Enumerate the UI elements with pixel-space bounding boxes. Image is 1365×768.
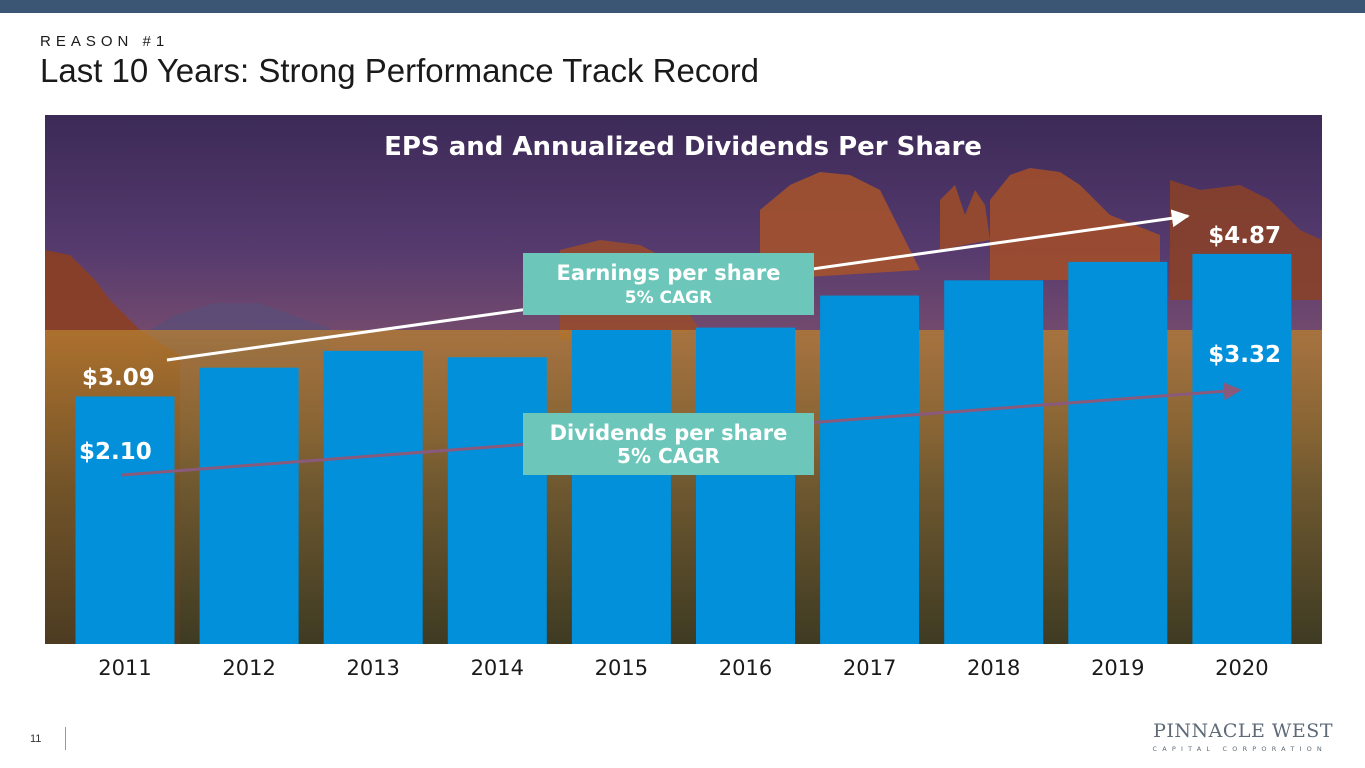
footer-divider xyxy=(65,727,66,750)
x-tick-label-2019: 2019 xyxy=(1091,656,1144,680)
x-tick-label-2012: 2012 xyxy=(222,656,275,680)
dividends-start-label: $2.10 xyxy=(79,439,152,465)
eps-callout: Earnings per share 5% CAGR xyxy=(523,253,814,315)
eps-bar-2017 xyxy=(820,295,920,644)
eps-callout-cagr: 5% CAGR xyxy=(625,288,712,308)
page-title: Last 10 Years: Strong Performance Track … xyxy=(40,52,760,89)
eps-bar-2012 xyxy=(199,367,299,644)
x-tick-label-2017: 2017 xyxy=(843,656,896,680)
eyebrow-label: REASON #1 xyxy=(40,33,170,50)
eps-bar-2018 xyxy=(944,280,1044,644)
x-tick-label-2018: 2018 xyxy=(967,656,1020,680)
top-accent-bar xyxy=(0,0,1365,13)
eps-bar-2016 xyxy=(696,327,795,644)
x-tick-label-2015: 2015 xyxy=(595,656,648,680)
eps-bar-2014 xyxy=(447,357,547,644)
x-tick-label-2014: 2014 xyxy=(471,656,524,680)
eps-start-label: $3.09 xyxy=(82,365,155,391)
company-logo-subtitle: CAPITAL CORPORATION xyxy=(1152,745,1327,753)
x-tick-label-2020: 2020 xyxy=(1215,656,1268,680)
dividends-callout-label: Dividends per share xyxy=(550,421,788,445)
x-tick-label-2013: 2013 xyxy=(346,656,399,680)
eps-bar-2015 xyxy=(571,330,671,644)
dividends-callout-cagr: 5% CAGR xyxy=(617,444,720,468)
eps-bar-2011 xyxy=(75,396,175,644)
eps-end-label: $4.87 xyxy=(1208,223,1281,249)
eps-bar-2019 xyxy=(1068,261,1168,644)
x-tick-label-2011: 2011 xyxy=(98,656,151,680)
eps-bar-2020 xyxy=(1192,253,1292,644)
eps-callout-label: Earnings per share xyxy=(557,261,781,285)
x-tick-label-2016: 2016 xyxy=(719,656,772,680)
chart-title: EPS and Annualized Dividends Per Share xyxy=(384,132,982,162)
company-logo: PINNACLE WEST xyxy=(1153,720,1333,742)
dividends-end-label: $3.32 xyxy=(1208,342,1281,368)
page-number: 11 xyxy=(30,733,42,745)
eps-bar-2013 xyxy=(323,350,423,644)
